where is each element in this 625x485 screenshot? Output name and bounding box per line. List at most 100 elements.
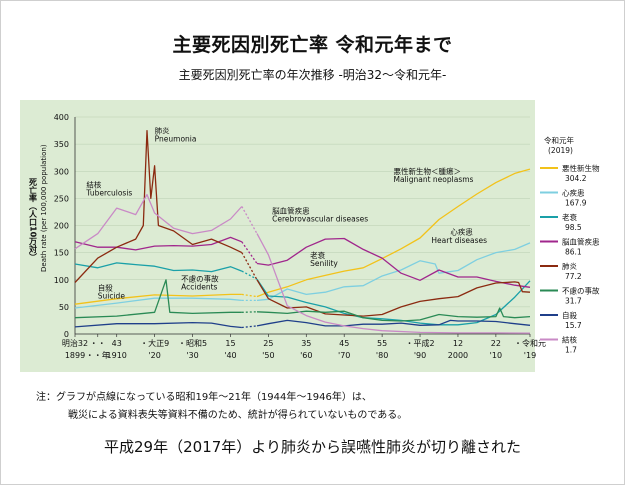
legend-title: 令和元年: [544, 135, 574, 145]
legend-series-name: 肺炎: [562, 262, 577, 271]
series-line-自殺: [74, 321, 242, 329]
y-tick-label: 400: [54, 113, 69, 122]
annotation-label: 肺炎: [155, 126, 170, 135]
series-line-悪性新生物: [256, 168, 531, 298]
x-tick-label-year: '70: [338, 351, 350, 360]
x-tick-label-era: ・・: [90, 339, 106, 348]
x-tick-label-year: '80: [376, 351, 388, 360]
x-tick-label-era: 55: [377, 339, 387, 348]
annotation-label: 自殺: [98, 283, 113, 293]
y-tick-label: 50: [59, 303, 69, 312]
y-tick-label: 150: [54, 249, 69, 258]
series-lines: [74, 129, 531, 334]
note-line-1: 注：グラフが点線になっている昭和19年～21年（1944年～1946年）は、: [36, 392, 372, 403]
legend-series-name: 自殺: [562, 310, 577, 320]
annotation-label: 悪性新生物＜腫瘍＞: [394, 166, 462, 176]
x-tick-label-year: '40: [224, 351, 236, 360]
x-tick-label-year: '50: [262, 351, 274, 360]
series-line-心疾患: [256, 242, 531, 302]
series-line-肺炎: [256, 279, 531, 317]
x-tick-label-era: 43: [112, 339, 122, 348]
x-tick-label-year: 1899: [65, 351, 85, 360]
annotation-label: 心疾患: [450, 227, 473, 237]
annotation-label: 老衰: [310, 250, 325, 260]
page-title: 主要死因別死亡率 令和元年まで: [172, 34, 453, 56]
annotation-label: 不慮の事故: [181, 273, 219, 283]
legend-series-value: 86.1: [565, 248, 582, 257]
legend-series-value: 31.7: [565, 297, 582, 306]
x-tick-label-era: 22: [491, 339, 501, 348]
axes: 0 50 100 150 200 250 300 350 400 明治32 1899 ・・・・年43 1…: [28, 113, 547, 360]
series-line-不慮の事故: [74, 279, 242, 319]
series-line-不慮の事故: [256, 307, 531, 322]
y-axis-label-en: Death rate (per 100,000 population): [40, 144, 48, 272]
legend-series-name: 不慮の事故: [562, 286, 600, 296]
series-line-心疾患: [74, 297, 242, 309]
series-line-脳血管疾患: [256, 237, 531, 288]
x-tick-label-year: '10: [490, 351, 502, 360]
legend-series-value: 15.7: [565, 321, 582, 330]
x-tick-label-year: '20: [148, 351, 160, 360]
legend-series-name: 脳血管疾患: [562, 237, 600, 247]
legend-title-year: (2019): [548, 146, 573, 155]
series-gap-不慮の事故: [241, 311, 258, 313]
legend-series-value: 1.7: [565, 346, 577, 355]
series-line-結核: [74, 193, 243, 250]
series-line-結核: [256, 233, 531, 334]
legend-series-name: 結核: [562, 335, 577, 345]
x-tick-label-year: '19: [524, 351, 536, 360]
note-line-2: 戦災による資料表失等資料不備のため、統計が得られていないものである。: [68, 410, 408, 421]
x-tick-label-year: 1910: [107, 351, 127, 360]
legend-series-name: 心疾患: [562, 188, 585, 198]
series-line-悪性新生物: [74, 293, 242, 305]
annotation-label: Accidents: [181, 283, 217, 292]
series-gap-老衰: [241, 270, 258, 280]
series-line-老衰: [256, 278, 531, 326]
series-gap-肺炎: [241, 252, 258, 281]
series-gap-自殺: [241, 325, 258, 329]
legend-series-value: 98.5: [565, 223, 582, 232]
legend-series-value: 304.2: [565, 174, 587, 183]
annotation-label: Heart diseases: [431, 236, 487, 245]
annotation-label: Senility: [310, 259, 338, 268]
annotation-label: Tuberculosis: [85, 189, 132, 198]
series-gap-脳血管疾患: [241, 241, 258, 264]
chart-subtitle: 主要死因別死亡率の年次推移 -明治32～令和元年-: [178, 68, 447, 82]
annotation-label: Malignant neoplasms: [394, 175, 474, 184]
annotation-label: 脳血管疾患: [272, 206, 310, 216]
series-gap-結核: [241, 206, 258, 234]
y-tick-label: 250: [54, 194, 69, 203]
annotation-label: Suicide: [98, 292, 126, 301]
x-tick-label-year: 2000: [448, 351, 468, 360]
legend-series-value: 167.9: [565, 199, 587, 208]
x-tick-label-year: '30: [186, 351, 198, 360]
series-line-老衰: [74, 262, 243, 273]
y-tick-label: 300: [54, 167, 69, 176]
x-tick-label-era: 45: [339, 339, 349, 348]
series-line-肺炎: [74, 129, 243, 283]
x-tick-label-era: 12: [453, 339, 463, 348]
y-tick-label: 100: [54, 276, 69, 285]
x-tick-label-year: ・・年: [86, 350, 110, 360]
x-tick-label-era: ・令和元: [514, 338, 546, 348]
series-line-脳血管疾患: [74, 236, 243, 251]
legend-series-name: 老衰: [562, 212, 577, 222]
series-line-自殺: [256, 319, 531, 327]
annotation-label: Cerebrovascular diseases: [272, 215, 368, 224]
y-tick-label: 350: [54, 140, 69, 149]
annotation-label: Pneumonia: [155, 134, 197, 143]
annotation-label: 結核: [86, 180, 101, 190]
x-tick-label-era: ・平成2: [405, 338, 434, 348]
y-tick-label: 0: [64, 330, 69, 339]
caption: 平成29年（2017年）より肺炎から誤嚥性肺炎が切り離された: [104, 438, 521, 456]
x-tick-label-era: 15: [225, 339, 235, 348]
legend-series-name: 悪性新生物: [562, 163, 600, 173]
x-tick-label-era: ・大正9: [140, 338, 169, 348]
legend-series-value: 77.2: [565, 272, 582, 281]
legend-background: [535, 100, 605, 372]
x-tick-label-era: 明治32: [62, 338, 88, 348]
x-tick-label-year: '60: [300, 351, 312, 360]
